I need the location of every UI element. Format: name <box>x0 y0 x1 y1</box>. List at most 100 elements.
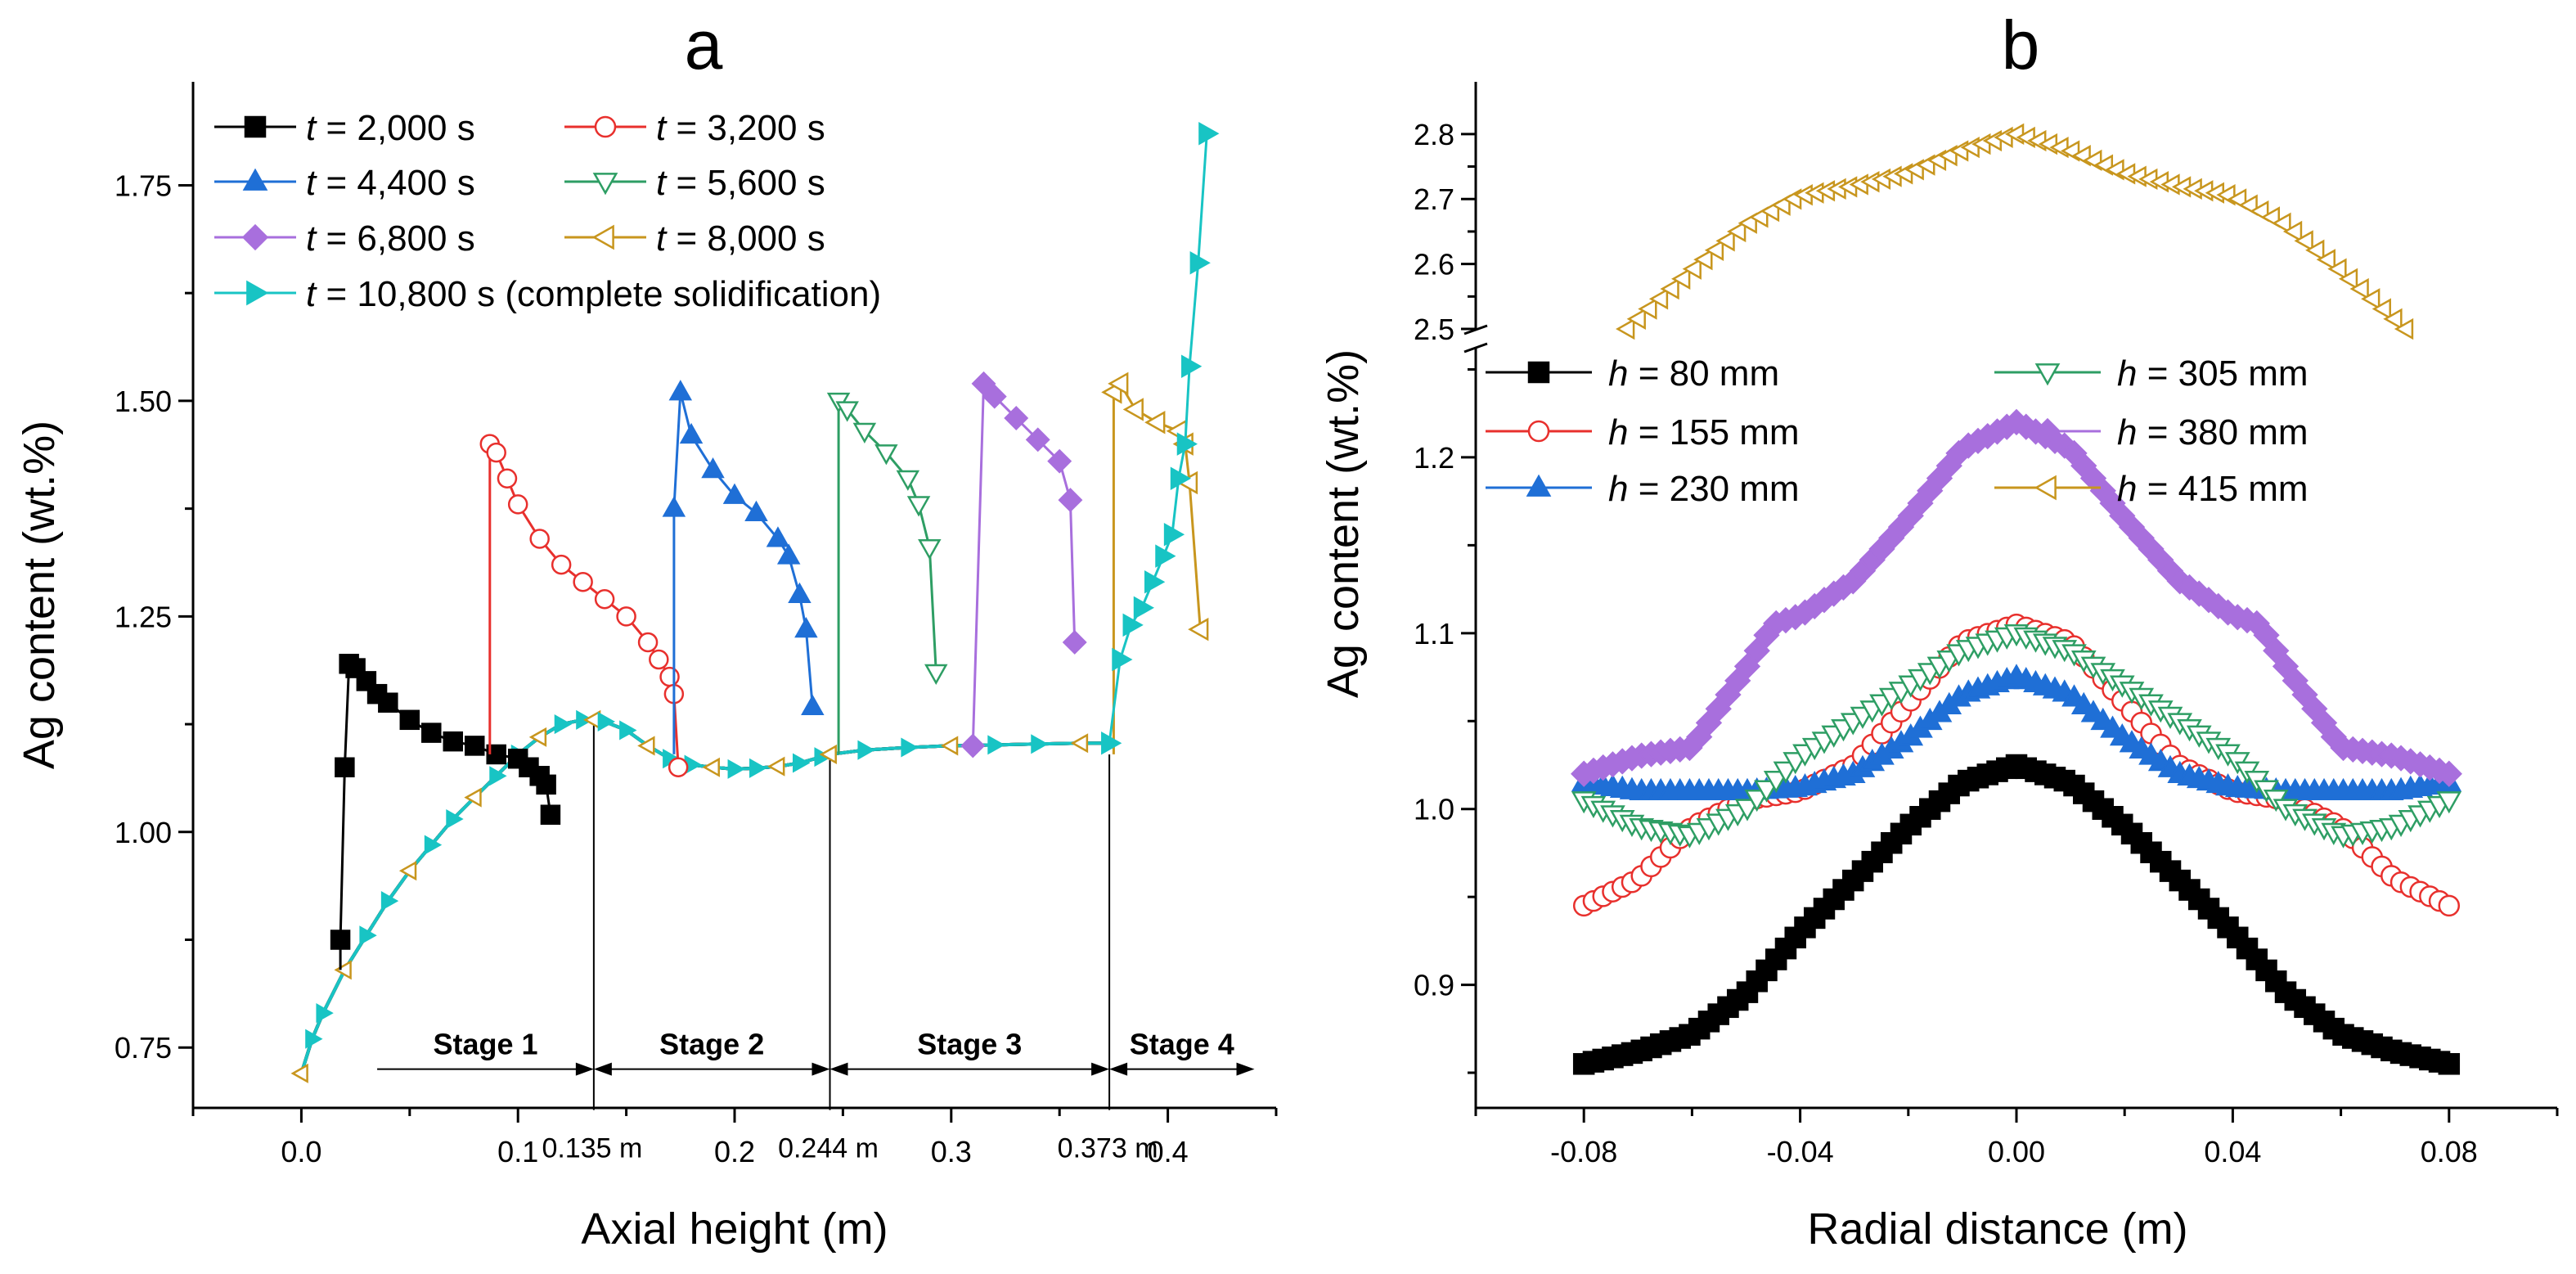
panel-b-x-axis-title: Radial distance (m) <box>1807 1204 2187 1254</box>
data-point <box>1763 771 1789 794</box>
legend-label: h = 80 mm <box>1608 353 1779 394</box>
series-h380 <box>1571 408 2462 787</box>
legend-marker-icon <box>592 173 618 196</box>
data-point <box>1133 596 1155 620</box>
data-point <box>1004 406 1029 430</box>
base-curve-t6800 <box>299 718 1110 1074</box>
series-t10800 <box>1101 121 1220 755</box>
data-point <box>701 457 725 479</box>
data-point <box>1715 230 1735 252</box>
legend-marker-icon <box>2034 363 2061 386</box>
base-curve-t2000 <box>299 718 1110 1074</box>
data-point <box>1108 371 1129 396</box>
x-tick-label: 0.08 <box>2421 1135 2478 1168</box>
base-point-t10800 <box>1031 734 1049 754</box>
y-tick-label: 1.25 <box>115 600 172 633</box>
base-point-t8000 <box>290 1063 308 1083</box>
panel-a-stage-annotations: 0.135 m 0.244 m 0.373 m Stage 1 Stage 2 Stage… <box>377 719 1255 1164</box>
legend-item-h230: h = 230 mm <box>1486 469 1800 509</box>
data-point <box>1671 268 1691 290</box>
y-tick-label: 1.2 <box>1414 441 1454 475</box>
stage-arrow-head-left <box>593 1062 612 1076</box>
base-point-t10800 <box>446 808 464 830</box>
legend-label: h = 155 mm <box>1608 412 1800 452</box>
legend-label: h = 415 mm <box>2117 469 2309 509</box>
base-point-t10800 <box>857 740 875 760</box>
data-point <box>1743 637 1770 664</box>
base-point-t8000 <box>334 960 352 980</box>
legend-variable: h <box>1608 412 1628 452</box>
base-point-t8000 <box>819 744 837 764</box>
legend-label: t = 2,000 s <box>306 108 475 148</box>
panel-a-x-axis-title: Axial height (m) <box>581 1204 888 1254</box>
base-point-t10800 <box>305 1029 323 1049</box>
x-tick-label: 0.00 <box>1988 1135 2045 1168</box>
data-point <box>1170 466 1192 490</box>
legend-variable: t <box>656 218 668 259</box>
legend-text: = 5,600 s <box>666 163 825 203</box>
legend-text: = 10,800 s (complete solidification) <box>316 274 881 314</box>
data-point <box>616 606 636 627</box>
stage-arrow-head-right <box>811 1062 830 1076</box>
legend-text: = 230 mm <box>1628 469 1799 509</box>
base-point-t10800 <box>901 737 919 758</box>
data-point <box>1626 308 1646 330</box>
data-point <box>982 384 1007 409</box>
base-curve-t4400 <box>299 718 1110 1074</box>
stage-arrow-head-left <box>829 1062 848 1076</box>
legend-item-h380: h = 380 mm <box>1994 412 2309 452</box>
base-curve-t3200 <box>299 718 1110 1074</box>
series-t8000 <box>1101 371 1209 754</box>
data-point <box>2316 249 2335 271</box>
legend-text: = 305 mm <box>2137 353 2308 394</box>
data-point <box>924 664 948 686</box>
legend-label: h = 305 mm <box>2117 353 2309 394</box>
panel-b-legend: h = 80 mmh = 155 mmh = 230 mmh = 305 mmh… <box>1486 353 2309 509</box>
legend-label: t = 6,800 s <box>306 218 475 259</box>
series-line <box>971 380 1077 754</box>
panel-a-legend: t = 2,000 s t = 3,200 s t = 4,400 s t = 5,6… <box>214 108 881 314</box>
legend-label: t = 8,000 s <box>656 218 825 259</box>
base-point-t10800 <box>792 753 811 773</box>
legend-item-t8000: t = 8,000 s <box>564 218 825 259</box>
legend-text: = 2,000 s <box>316 108 474 148</box>
legend-label: t = 4,400 s <box>306 163 475 203</box>
legend-marker-icon <box>1527 361 1550 384</box>
data-point <box>801 694 825 716</box>
base-point-t8000 <box>940 736 959 756</box>
axis-break-mark <box>1463 342 1488 353</box>
data-point <box>679 422 704 444</box>
data-point <box>1638 298 1657 320</box>
legend-label: t = 10,800 s (complete solidification) <box>306 274 881 314</box>
data-point <box>874 444 898 466</box>
panel-b: b -0.08 -0.04 0.00 0.04 0.08 0.9 1.0 1.1 1.2 2.5… <box>1319 7 2559 1254</box>
series-t2000 <box>330 654 561 970</box>
stage-label: Stage 2 <box>659 1028 764 1061</box>
data-point <box>788 582 811 604</box>
base-point-t8000 <box>398 861 417 881</box>
base-point-t10800 <box>727 759 745 779</box>
base-point-t10800 <box>359 925 377 946</box>
legend-item-h155: h = 155 mm <box>1486 412 1800 452</box>
data-point <box>1144 411 1166 434</box>
stage-label: Stage 4 <box>1130 1028 1234 1061</box>
series-h415 <box>1616 123 2414 340</box>
legend-text: = 155 mm <box>1628 412 1799 452</box>
data-point <box>1189 251 1211 275</box>
data-point <box>1733 653 1761 680</box>
data-point <box>852 422 877 443</box>
data-point <box>1122 613 1144 637</box>
legend-item-h80: h = 80 mm <box>1486 353 1779 394</box>
x-tick-label: 0.04 <box>2204 1135 2261 1168</box>
data-point <box>1058 488 1083 513</box>
base-curve-t8000 <box>299 718 1110 1074</box>
legend-item-t4400: t = 4,400 s <box>214 163 475 203</box>
base-point-t10800 <box>424 835 443 855</box>
data-point <box>722 483 747 504</box>
legend-item-t6800: t = 6,800 s <box>214 218 475 259</box>
legend-variable: h <box>1608 353 1628 394</box>
legend-label: t = 3,200 s <box>656 108 825 148</box>
data-point <box>668 757 689 778</box>
legend-marker-icon <box>2034 475 2057 501</box>
